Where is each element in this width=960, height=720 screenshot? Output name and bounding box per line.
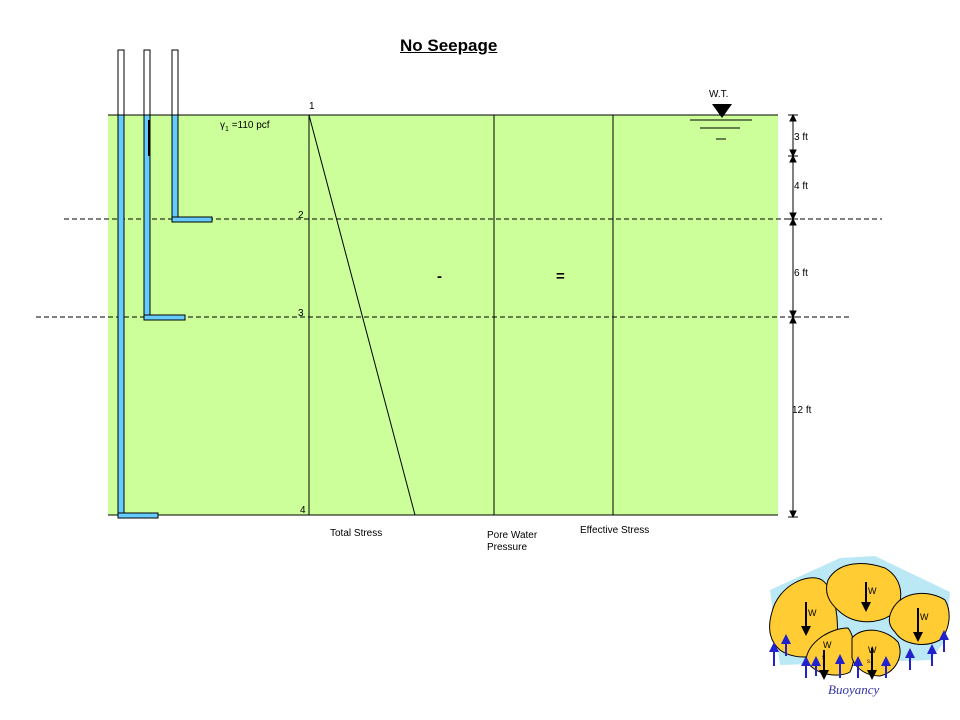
unit-weight-label: γ1 =110 pcf <box>220 120 270 133</box>
dimension-label-2: 4 ft <box>794 181 808 192</box>
equals-operator: = <box>556 268 565 285</box>
dimension-label-4: 12 ft <box>792 405 812 416</box>
weight-subscript-1: s <box>822 655 825 661</box>
effective-stress-label: Effective Stress <box>580 525 650 536</box>
piezometer-2 <box>143 49 186 321</box>
weight-subscript-2: s <box>867 659 870 665</box>
pore-water-pressure-line1: Pore Water <box>487 530 538 541</box>
gamma-subscript: 1 <box>225 126 229 133</box>
gamma-symbol: γ <box>220 120 225 131</box>
dimension-label-1: 3 ft <box>794 132 808 143</box>
total-stress-line <box>308 114 416 516</box>
dimension-line <box>788 113 798 519</box>
soil-layer <box>108 115 778 515</box>
point-label-2: 2 <box>298 210 304 221</box>
weight-label-2: W <box>868 586 877 596</box>
unit-weight-value: =110 pcf <box>231 120 270 131</box>
piezometer-1 <box>117 49 159 519</box>
weight-label-4: W <box>823 640 832 650</box>
minus-operator: - <box>437 268 442 285</box>
point-label-4: 4 <box>300 505 306 516</box>
weight-label-5: W <box>868 645 877 655</box>
water-table-symbol <box>690 104 752 140</box>
point-label-3: 3 <box>298 308 304 319</box>
pore-water-pressure-line2: Pressure <box>487 542 528 553</box>
dimension-label-3: 6 ft <box>794 268 808 279</box>
buoyancy-caption: Buoyancy <box>828 682 880 697</box>
weight-label-1: W <box>808 608 817 618</box>
piezometer-3 <box>171 49 213 223</box>
water-table-label: W.T. <box>709 89 729 100</box>
page-title: No Seepage <box>400 36 498 55</box>
pore-water-pressure-label: Pore Water Pressure <box>487 530 537 554</box>
total-stress-label: Total Stress <box>330 528 383 539</box>
point-label-1: 1 <box>309 101 315 112</box>
buoyancy-inset <box>769 556 950 680</box>
weight-label-3: W <box>920 612 929 622</box>
